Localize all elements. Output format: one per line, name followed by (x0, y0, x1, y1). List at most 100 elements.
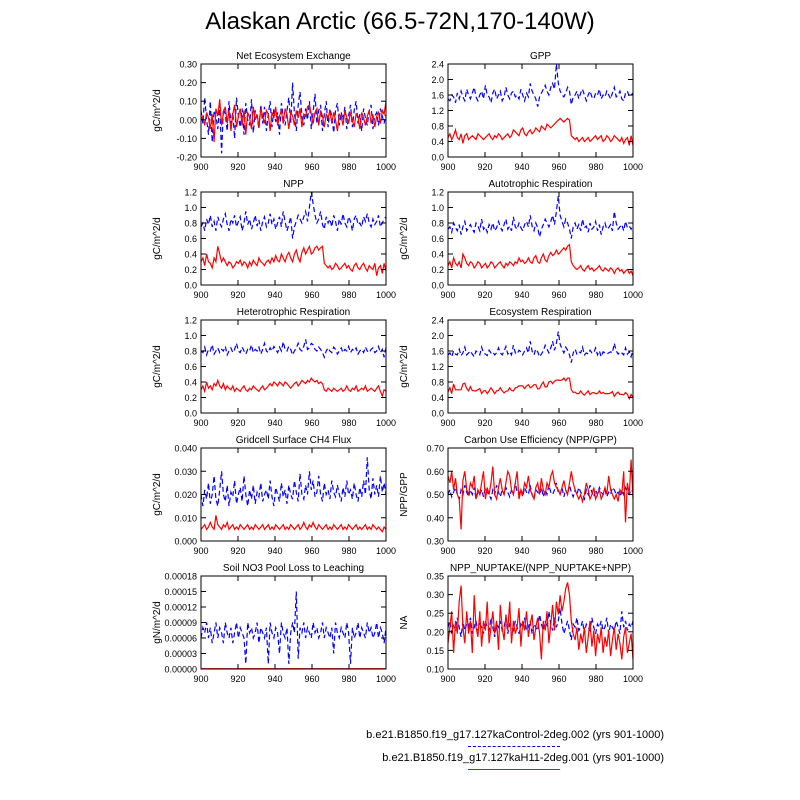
series-line-experiment (448, 117, 633, 146)
y-tick-label: 1.2 (431, 106, 444, 116)
series-group (201, 591, 386, 669)
y-tick-label: 0.00 (179, 115, 197, 125)
y-tick-label: 0.4 (431, 393, 444, 403)
legend-label-control: b.e21.B1850.f19_g17.127kaControl-2deg.00… (366, 729, 664, 741)
y-axis-label: gC/m^2/d (152, 217, 163, 260)
y-tick-label: 0.0 (184, 409, 197, 419)
series-group (448, 64, 633, 146)
y-tick-label: 1.2 (184, 316, 197, 326)
x-tick-label: 900 (193, 546, 208, 556)
x-tick-label: 940 (267, 546, 282, 556)
y-tick-label: 0.70 (426, 444, 444, 454)
y-axis-label: gC/m^2/d (399, 345, 410, 388)
plot-frame (200, 319, 387, 414)
legend-label-experiment: b.e21.B1850.f19_g17.127kaH11-2deg.001 (y… (382, 752, 664, 764)
y-tick-label: -0.20 (176, 153, 197, 163)
panel-2: GPP 0.0 0.4 0.8 1.2 1.6 2.0 2.4 900 920 940 960 980 1… (431, 51, 643, 172)
series-line-control (201, 591, 386, 664)
x-tick-label: 960 (304, 674, 319, 684)
panel-5: Heterotrophic Respiration gC/m^2/d 0.0 0.2 0… (152, 307, 396, 428)
y-axis-label: NA (399, 615, 410, 629)
y-axis-label: gC/m^2/d (152, 89, 163, 132)
x-tick-label: 900 (193, 674, 208, 684)
series-group (448, 582, 633, 660)
panel-10: NPP_NUPTAKE/(NPP_NUPTAKE+NPP) NA 0.10 0.15 0… (399, 563, 643, 684)
x-tick-label: 960 (551, 674, 566, 684)
panel-4: Autotrophic Respiration gC/m^2/d 0.0 0.2 0.4… (399, 179, 643, 300)
y-tick-label: 0.20 (179, 78, 197, 88)
series-line-experiment (448, 377, 633, 401)
x-tick-label: 960 (304, 546, 319, 556)
plot-frame (200, 575, 387, 670)
x-tick-label: 1000 (376, 162, 396, 172)
x-tick-label: 980 (588, 290, 603, 300)
panel-8: Carbon Use Efficiency (NPP/GPP) NPP/GPP 0.… (399, 435, 643, 556)
y-tick-label: 1.2 (184, 188, 197, 198)
x-tick-label: 980 (341, 674, 356, 684)
y-tick-label: 1.0 (431, 203, 444, 213)
series-line-control (201, 192, 386, 239)
x-tick-label: 920 (477, 674, 492, 684)
x-tick-label: 960 (551, 290, 566, 300)
y-tick-label: 1.2 (431, 188, 444, 198)
panel-title: Autotrophic Respiration (489, 179, 593, 190)
panel-title: Soil NO3 Pool Loss to Leaching (223, 563, 364, 574)
legend-sample-experiment (468, 769, 560, 770)
panel-title: NPP_NUPTAKE/(NPP_NUPTAKE+NPP) (450, 563, 631, 574)
x-tick-label: 980 (341, 290, 356, 300)
plot-frame (200, 63, 387, 158)
x-tick-label: 920 (230, 290, 245, 300)
y-tick-label: 1.6 (431, 347, 444, 357)
series-group (448, 331, 633, 401)
y-tick-label: 0.6 (184, 234, 197, 244)
panel-3: NPP gC/m^2/d 0.0 0.2 0.4 0.6 0.8 1.0 1.2 900 920 94… (152, 179, 396, 300)
x-tick-label: 1000 (623, 674, 643, 684)
x-tick-label: 940 (267, 418, 282, 428)
series-line-experiment (201, 99, 386, 143)
y-tick-label: 0.2 (431, 265, 444, 275)
x-tick-label: 940 (514, 674, 529, 684)
x-tick-label: 920 (477, 290, 492, 300)
x-tick-label: 960 (304, 290, 319, 300)
y-tick-label: 1.0 (184, 331, 197, 341)
series-group (201, 82, 386, 154)
y-tick-label: 0.020 (174, 490, 197, 500)
x-tick-label: 980 (588, 418, 603, 428)
y-tick-label: 0.15 (426, 646, 444, 656)
y-tick-label: 0.030 (174, 467, 197, 477)
y-tick-label: 0.20 (426, 627, 444, 637)
y-axis-label: gC/m^2/d (399, 217, 410, 260)
x-tick-label: 960 (304, 162, 319, 172)
panel-title: Gridcell Surface CH4 Flux (236, 435, 352, 446)
y-tick-label: 0.8 (431, 378, 444, 388)
y-tick-label: 2.4 (431, 316, 444, 326)
x-tick-label: 980 (588, 674, 603, 684)
y-tick-label: 0.00018 (164, 572, 197, 582)
x-tick-label: 920 (477, 418, 492, 428)
y-tick-label: 0.0 (431, 281, 444, 291)
x-tick-label: 920 (230, 418, 245, 428)
x-tick-label: 1000 (376, 546, 396, 556)
y-tick-label: 0.0 (431, 409, 444, 419)
y-tick-label: 2.0 (431, 75, 444, 85)
y-tick-label: 0.6 (184, 362, 197, 372)
x-tick-label: 960 (304, 418, 319, 428)
plot-frame (200, 191, 387, 286)
x-tick-label: 940 (267, 162, 282, 172)
y-axis-label: NPP/GPP (399, 472, 410, 517)
y-tick-label: 0.30 (426, 537, 444, 547)
y-tick-label: 0.8 (184, 219, 197, 229)
y-tick-label: 0.2 (184, 393, 197, 403)
legend-entry-control: b.e21.B1850.f19_g17.127kaControl-2deg.00… (366, 729, 664, 741)
x-tick-label: 980 (588, 546, 603, 556)
y-tick-label: 0.4 (184, 250, 197, 260)
panel-9: Soil NO3 Pool Loss to LeachinggN/m^2/d0.… (152, 563, 396, 684)
panel-title: NPP (283, 179, 304, 190)
main-title: Alaskan Arctic (66.5-72N,170-140W) (205, 8, 595, 35)
series-line-experiment (201, 376, 386, 398)
series-line-control (448, 64, 633, 107)
series-line-experiment (448, 459, 633, 530)
y-tick-label: 0.4 (431, 250, 444, 260)
x-tick-label: 920 (230, 546, 245, 556)
y-tick-label: 0.10 (179, 97, 197, 107)
